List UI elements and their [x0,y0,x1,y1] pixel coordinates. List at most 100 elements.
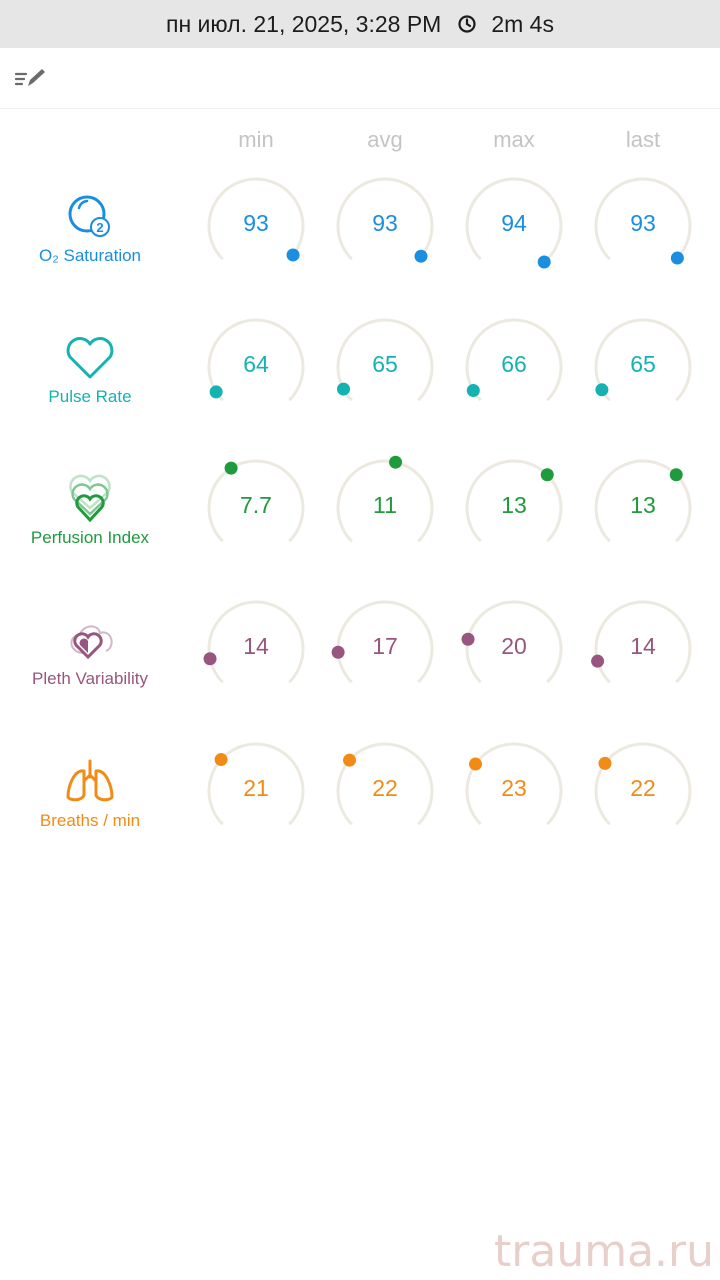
gauge-value: 93 [243,210,269,236]
gauge-breaths-min-max: 23 [464,741,564,841]
gauge-indicator-dot [591,654,605,668]
gauge-indicator-dot [203,652,217,666]
column-header-last: last [625,127,661,152]
gauge-indicator-dot [469,757,482,771]
gauge-value: 65 [630,351,656,377]
gauge-o-saturation-min: 93 [206,176,306,276]
gauge-pulse-rate-last: 65 [593,317,693,417]
gauge-value: 20 [501,633,527,659]
gauge-value: 22 [630,775,656,801]
gauge-track [594,459,692,543]
gauge-track [207,742,305,826]
gauge-pulse-rate-max: 66 [464,317,564,417]
gauge-track [465,600,563,684]
gauge-breaths-min-avg: 22 [335,741,435,841]
gauge-indicator-dot [214,753,228,767]
gauge-perfusion-index-avg: 11 [335,455,435,558]
gauge-value: 22 [372,775,398,801]
gauge-perfusion-index-max: 13 [464,458,564,558]
gauge-value: 21 [243,775,269,801]
gauge-indicator-dot [224,461,238,475]
status-header: пн июл. 21, 2025, 3:28 PM 2m 4s [0,0,720,48]
column-header-max: max [493,127,535,152]
o2-saturation-icon: 2 [60,190,120,247]
gauge-track [336,742,434,826]
row-label-pulse-rate: Pulse Rate [48,387,132,406]
row-label-pleth-variability: Pleth Variability [32,669,148,688]
gauge-perfusion-index-min: 7.7 [206,458,306,558]
gauge-pleth-variability-avg: 17 [331,599,435,699]
gauge-indicator-dot [209,385,223,399]
edit-notes-icon[interactable] [14,66,48,92]
row-label-o-saturation: O₂ Saturation [38,246,142,265]
gauge-track [465,177,563,261]
gauge-value: 66 [501,351,527,377]
gauge-value: 94 [501,210,527,236]
column-header-avg: avg [367,127,403,152]
gauge-track [594,177,692,261]
gauge-indicator-dot [669,468,683,482]
lungs-icon [60,755,120,812]
gauge-indicator-dot [595,383,609,397]
watermark: trauma.ru [494,1226,714,1277]
row-label-breaths-min: Breaths / min [39,811,141,830]
gauge-o-saturation-max: 94 [464,176,564,276]
gauge-track [594,742,692,826]
gauge-indicator-dot [461,632,475,646]
gauge-track [594,318,692,402]
gauge-value: 23 [501,775,527,801]
gauge-indicator-dot [598,756,612,770]
heart-icon [60,331,120,388]
perfusion-heart-icon [60,472,120,529]
gauge-track [336,459,434,543]
gauge-value: 13 [501,492,527,518]
session-datetime: пн июл. 21, 2025, 3:28 PM [166,10,442,37]
gauge-value: 7.7 [240,492,272,518]
gauge-value: 93 [630,210,656,236]
clock-icon [458,15,476,33]
gauge-breaths-min-last: 22 [593,741,693,841]
gauge-track [465,318,563,402]
gauge-indicator-dot [286,248,300,262]
gauge-value: 13 [630,492,656,518]
gauge-indicator-dot [343,753,357,767]
gauge-indicator-dot [537,255,551,269]
gauge-track [465,742,563,826]
gauge-pulse-rate-avg: 65 [335,317,435,417]
gauge-track [594,600,692,684]
gauge-pulse-rate-min: 64 [206,317,306,417]
gauge-value: 65 [372,351,398,377]
gauge-value: 17 [372,633,398,659]
gauge-pleth-variability-min: 14 [203,599,306,699]
gauge-perfusion-index-last: 13 [593,458,693,558]
gauge-indicator-dot [466,384,480,397]
gauge-pleth-variability-max: 20 [461,599,564,699]
gauge-value: 14 [243,633,269,659]
gauge-track [207,177,305,261]
gauge-o-saturation-last: 93 [593,176,693,276]
column-header-min: min [238,127,274,152]
toolbar [0,48,720,109]
gauge-track [336,318,434,402]
svg-text:2: 2 [96,220,103,235]
gauge-value: 64 [243,351,269,377]
gauge-indicator-dot [540,468,554,482]
gauge-track [336,177,434,261]
gauge-value: 14 [630,633,656,659]
gauge-indicator-dot [337,382,350,396]
gauge-indicator-dot [389,455,403,469]
gauge-o-saturation-avg: 93 [335,176,435,276]
gauge-track [465,459,563,543]
gauge-value: 11 [373,492,397,518]
gauge-track [207,459,305,543]
session-duration: 2m 4s [491,10,554,37]
row-label-perfusion-index: Perfusion Index [30,528,150,547]
gauge-track [207,318,305,402]
gauge-indicator-dot [670,251,684,265]
gauge-pleth-variability-last: 14 [591,599,693,699]
gauge-value: 93 [372,210,398,236]
gauge-indicator-dot [331,645,345,659]
pleth-heart-icon [60,613,120,670]
gauge-breaths-min-min: 21 [206,741,306,841]
gauge-indicator-dot [414,249,428,263]
